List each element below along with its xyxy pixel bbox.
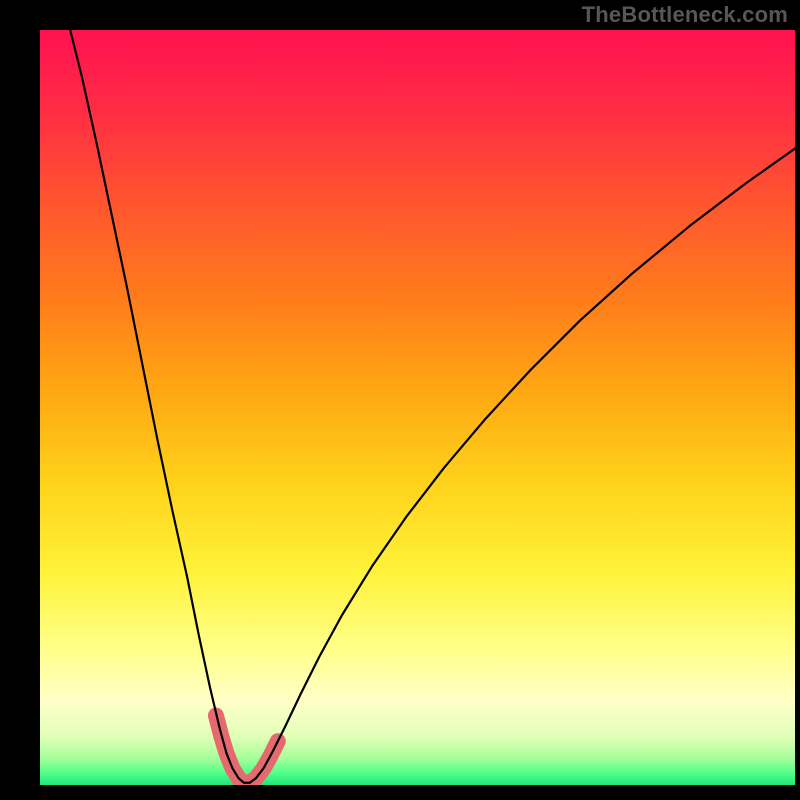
watermark-text: TheBottleneck.com — [582, 2, 788, 28]
bottleneck-chart-svg — [40, 30, 795, 785]
gradient-background — [40, 30, 795, 785]
chart-frame: TheBottleneck.com — [0, 0, 800, 800]
plot-container — [40, 30, 795, 785]
